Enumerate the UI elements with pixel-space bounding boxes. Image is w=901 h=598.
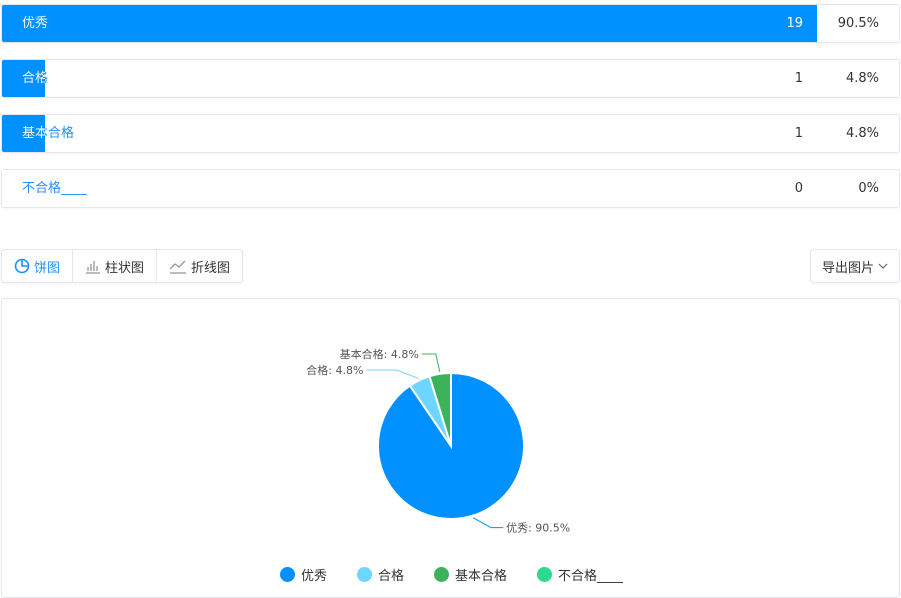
legend-dot-icon [356, 567, 372, 582]
tab-pie[interactable]: 饼图 [2, 250, 74, 282]
progress-fill [2, 60, 46, 97]
pie-label: 基本合格: 4.8% [340, 347, 419, 361]
progress-fill [2, 5, 817, 42]
legend-dot-icon [279, 567, 295, 582]
legend-label: 合格 [377, 569, 404, 584]
legend-label: 基本合格 [455, 569, 508, 584]
export-label: 导出图片 [821, 260, 874, 276]
row-percent: 90.5% [837, 16, 879, 31]
label-leader-line [366, 369, 419, 379]
row-label: 优秀 [22, 5, 48, 42]
result-row: 不合格____ 0 0% [1, 169, 900, 208]
row-percent: 4.8% [845, 126, 879, 141]
legend-item[interactable]: 不合格____ [537, 565, 623, 584]
chevron-down-icon [878, 263, 888, 269]
pie-label: 优秀: 90.5% [506, 522, 570, 535]
bar-chart-icon [86, 261, 101, 274]
pie-slice[interactable] [428, 371, 452, 447]
label-leader-line [421, 353, 441, 372]
legend-label: 不合格____ [558, 569, 624, 584]
result-row: 基本合格 1 4.8% [1, 114, 900, 153]
result-row: 优秀 19 90.5% [1, 4, 900, 43]
row-percent: 4.8% [845, 71, 879, 86]
row-count: 0 [794, 181, 803, 196]
legend-item[interactable]: 基本合格 [434, 565, 507, 584]
legend-item[interactable]: 合格 [356, 565, 404, 584]
legend-label: 优秀 [300, 569, 327, 584]
tab-line[interactable]: 折线图 [157, 250, 242, 282]
pie-slice[interactable] [377, 371, 525, 520]
tab-label: 折线图 [191, 260, 231, 276]
legend-item[interactable]: 优秀 [279, 565, 327, 584]
progress-fill [2, 115, 46, 152]
label-leader-line [472, 517, 504, 529]
row-label: 不合格____ [22, 170, 87, 207]
tab-label: 饼图 [34, 260, 61, 276]
row-percent: 0% [858, 181, 879, 196]
legend-dot-icon [434, 567, 449, 582]
pie-chart-icon [14, 258, 30, 274]
row-count: 19 [786, 16, 803, 31]
line-chart-icon [169, 260, 187, 274]
tab-label: 柱状图 [105, 260, 145, 276]
result-row: 合格 1 4.8% [1, 59, 900, 98]
pie-label: 合格: 4.8% [306, 363, 363, 377]
tab-bar[interactable]: 柱状图 [73, 250, 158, 282]
row-label: 合格 [22, 60, 48, 97]
row-count: 1 [794, 126, 803, 141]
chart-legend: 优秀 合格 基本合格 不合格____ [0, 565, 901, 584]
legend-dot-icon [537, 567, 553, 582]
chart-type-tabs: 饼图 柱状图 折线图 [1, 249, 244, 283]
export-image-button[interactable]: 导出图片 [810, 249, 900, 283]
row-count: 1 [794, 71, 803, 86]
row-label: 基本合格 [22, 115, 74, 152]
